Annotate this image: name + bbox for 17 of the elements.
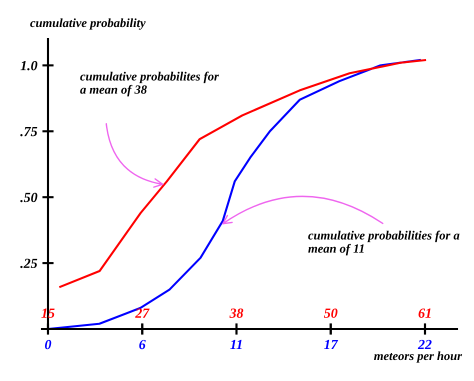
y-tick-label: .75 <box>20 126 38 136</box>
x2-tick-label: 27 <box>135 308 150 318</box>
x2-tick-label: 38 <box>229 308 244 318</box>
y-tick-label: .25 <box>20 258 38 268</box>
annotation: cumulative probabilities for a mean of 11 <box>308 230 460 256</box>
x-tick-label: 11 <box>230 340 242 350</box>
x-tick-label: 6 <box>139 340 146 350</box>
x-axis-title: meteors per hour <box>374 351 462 363</box>
annotation: cumulative probabilites for a mean of 38 <box>80 72 219 96</box>
y-tick-label: 1.0 <box>20 60 38 70</box>
y-axis-title: cumulative probability <box>30 18 146 30</box>
y-tick-label: .50 <box>20 192 38 202</box>
x2-tick-label: 61 <box>418 308 431 318</box>
x-tick-label: 17 <box>324 340 338 350</box>
x-tick-label: 22 <box>418 340 432 350</box>
x-tick-label: 0 <box>45 340 52 350</box>
x2-tick-label: 50 <box>324 308 338 318</box>
